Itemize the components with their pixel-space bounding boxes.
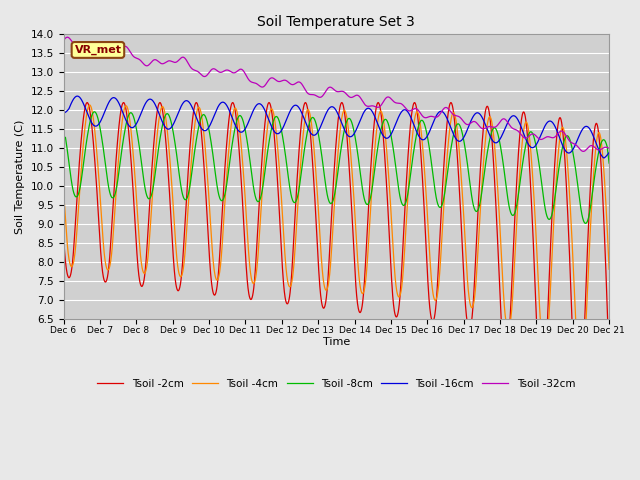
Tsoil -4cm (605, 266, 613, 272)
Tsoil -8cm (590, 179, 598, 185)
Tsoil -32cm (63, 35, 71, 40)
Line: Tsoil -16cm: Tsoil -16cm (63, 96, 609, 158)
Tsoil -16cm (589, 134, 597, 140)
Tsoil -32cm (311, 92, 319, 98)
Tsoil -8cm (589, 181, 597, 187)
X-axis label: Time: Time (323, 337, 350, 347)
Tsoil -2cm (411, 100, 419, 106)
Tsoil -8cm (582, 220, 589, 226)
Tsoil -16cm (74, 93, 81, 99)
Y-axis label: Soil Temperature (C): Soil Temperature (C) (15, 120, 25, 234)
Tsoil -8cm (60, 136, 67, 142)
Tsoil -32cm (325, 84, 333, 90)
Legend: Tsoil -2cm, Tsoil -4cm, Tsoil -8cm, Tsoil -16cm, Tsoil -32cm: Tsoil -2cm, Tsoil -4cm, Tsoil -8cm, Tsoi… (93, 375, 579, 393)
Tsoil -2cm (88, 119, 95, 125)
Tsoil -4cm (589, 172, 597, 178)
Line: Tsoil -4cm: Tsoil -4cm (63, 105, 609, 371)
Tsoil -8cm (605, 160, 613, 166)
Tsoil -32cm (490, 124, 497, 130)
Tsoil -4cm (577, 368, 585, 373)
Tsoil -2cm (310, 188, 318, 193)
Tsoil -16cm (88, 120, 95, 126)
Tsoil -8cm (90, 109, 98, 115)
Tsoil -2cm (590, 132, 598, 138)
Tsoil -2cm (605, 360, 613, 366)
Tsoil -32cm (579, 148, 587, 154)
Tsoil -4cm (60, 188, 67, 193)
Tsoil -8cm (490, 126, 497, 132)
Tsoil -4cm (88, 106, 95, 112)
Tsoil -32cm (60, 38, 67, 44)
Tsoil -2cm (490, 157, 497, 163)
Tsoil -32cm (605, 145, 613, 151)
Text: VR_met: VR_met (74, 45, 122, 55)
Tsoil -16cm (600, 155, 608, 161)
Tsoil -32cm (589, 144, 597, 149)
Tsoil -4cm (590, 168, 598, 174)
Tsoil -2cm (589, 135, 597, 141)
Line: Tsoil -8cm: Tsoil -8cm (63, 112, 609, 223)
Tsoil -32cm (590, 144, 598, 150)
Tsoil -16cm (60, 110, 67, 116)
Tsoil -4cm (86, 102, 93, 108)
Tsoil -16cm (605, 150, 613, 156)
Tsoil -16cm (490, 139, 497, 144)
Tsoil -16cm (325, 106, 333, 111)
Tsoil -4cm (325, 276, 333, 282)
Tsoil -16cm (311, 132, 319, 138)
Tsoil -8cm (88, 114, 95, 120)
Tsoil -8cm (311, 117, 319, 122)
Tsoil -8cm (325, 199, 333, 204)
Tsoil -4cm (311, 153, 319, 159)
Title: Soil Temperature Set 3: Soil Temperature Set 3 (257, 15, 415, 29)
Tsoil -32cm (88, 51, 95, 57)
Tsoil -4cm (490, 131, 497, 136)
Tsoil -2cm (575, 409, 582, 415)
Line: Tsoil -32cm: Tsoil -32cm (63, 37, 609, 151)
Tsoil -2cm (60, 234, 67, 240)
Tsoil -2cm (325, 263, 333, 268)
Tsoil -16cm (589, 133, 597, 139)
Line: Tsoil -2cm: Tsoil -2cm (63, 103, 609, 412)
